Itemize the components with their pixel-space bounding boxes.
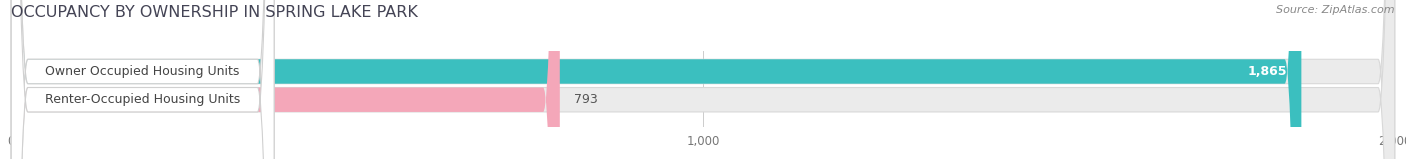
Text: Renter-Occupied Housing Units: Renter-Occupied Housing Units: [45, 93, 240, 106]
FancyBboxPatch shape: [11, 0, 274, 159]
Text: Source: ZipAtlas.com: Source: ZipAtlas.com: [1277, 5, 1395, 15]
Text: 793: 793: [574, 93, 598, 106]
Text: 1,865: 1,865: [1249, 65, 1288, 78]
FancyBboxPatch shape: [11, 0, 1302, 159]
Text: OCCUPANCY BY OWNERSHIP IN SPRING LAKE PARK: OCCUPANCY BY OWNERSHIP IN SPRING LAKE PA…: [11, 5, 418, 20]
FancyBboxPatch shape: [11, 0, 1395, 159]
FancyBboxPatch shape: [11, 0, 1395, 159]
Text: Owner Occupied Housing Units: Owner Occupied Housing Units: [45, 65, 240, 78]
FancyBboxPatch shape: [11, 0, 274, 159]
FancyBboxPatch shape: [11, 0, 560, 159]
